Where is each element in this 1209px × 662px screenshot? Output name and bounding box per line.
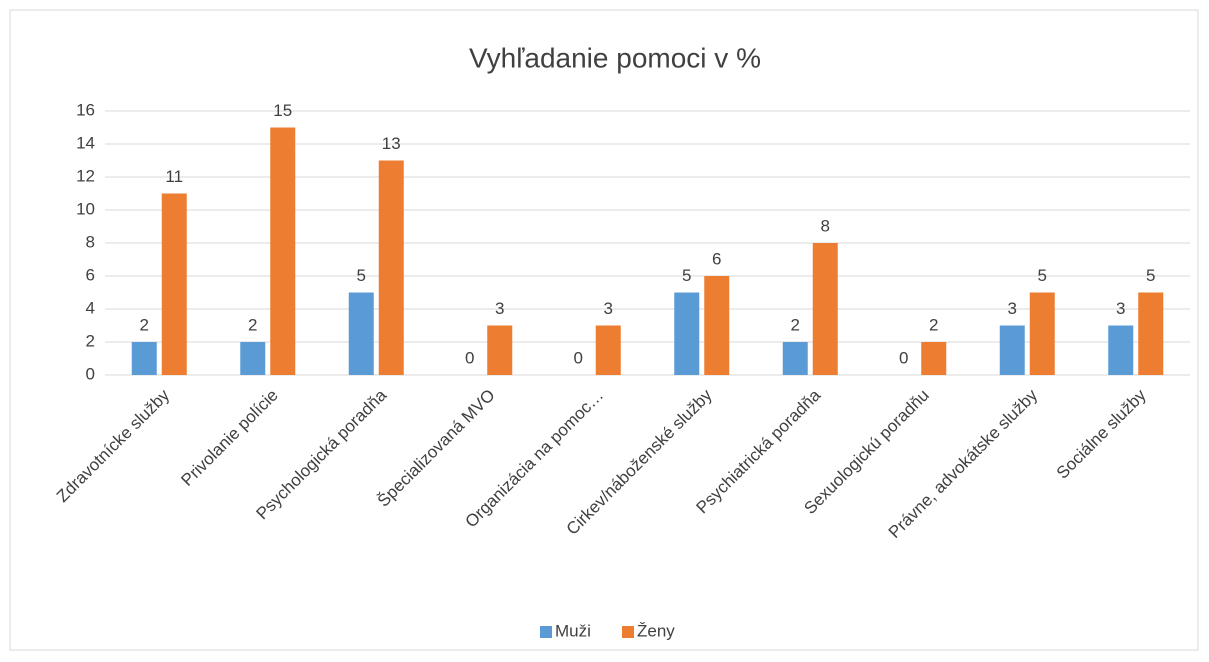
- bar: [1108, 325, 1134, 375]
- bar: [921, 342, 947, 375]
- bar: [595, 325, 621, 375]
- bar: [348, 292, 374, 375]
- data-label: 3: [1116, 299, 1125, 318]
- data-label: 0: [574, 348, 583, 367]
- y-tick-label: 12: [76, 166, 95, 185]
- bar: [240, 342, 266, 375]
- bar: [1029, 292, 1055, 375]
- legend-swatch: [622, 626, 634, 638]
- y-tick-label: 10: [76, 199, 95, 218]
- legend-label: Muži: [555, 621, 591, 640]
- bar: [131, 342, 157, 375]
- bar: [378, 160, 404, 375]
- bar: [812, 243, 838, 375]
- data-label: 13: [382, 134, 401, 153]
- data-label: 3: [1008, 299, 1017, 318]
- bar: [704, 276, 730, 375]
- legend-label: Ženy: [637, 621, 675, 640]
- data-label: 2: [929, 315, 938, 334]
- bar: [487, 325, 513, 375]
- y-tick-label: 0: [86, 364, 95, 383]
- legend-swatch: [540, 626, 552, 638]
- data-label: 0: [899, 348, 908, 367]
- data-label: 15: [273, 101, 292, 120]
- y-tick-label: 14: [76, 133, 95, 152]
- y-tick-label: 4: [86, 298, 95, 317]
- y-tick-label: 2: [86, 331, 95, 350]
- y-tick-label: 8: [86, 232, 95, 251]
- bar: [999, 325, 1025, 375]
- data-label: 2: [140, 315, 149, 334]
- data-label: 2: [248, 315, 257, 334]
- data-label: 5: [682, 266, 691, 285]
- data-label: 8: [821, 216, 830, 235]
- data-label: 2: [791, 315, 800, 334]
- bar: [161, 193, 187, 375]
- data-label: 3: [604, 299, 613, 318]
- data-label: 3: [495, 299, 504, 318]
- data-label: 0: [465, 348, 474, 367]
- data-label: 5: [357, 266, 366, 285]
- data-label: 6: [712, 249, 721, 268]
- y-tick-label: 6: [86, 265, 95, 284]
- bar: [674, 292, 700, 375]
- y-tick-label: 16: [76, 100, 95, 119]
- bar: [1138, 292, 1164, 375]
- chart-title: Vyhľadanie pomoci v %: [469, 42, 761, 73]
- bar: [782, 342, 808, 375]
- bar: [270, 127, 296, 375]
- data-label: 5: [1038, 266, 1047, 285]
- data-label: 11: [165, 167, 183, 186]
- data-label: 5: [1146, 266, 1155, 285]
